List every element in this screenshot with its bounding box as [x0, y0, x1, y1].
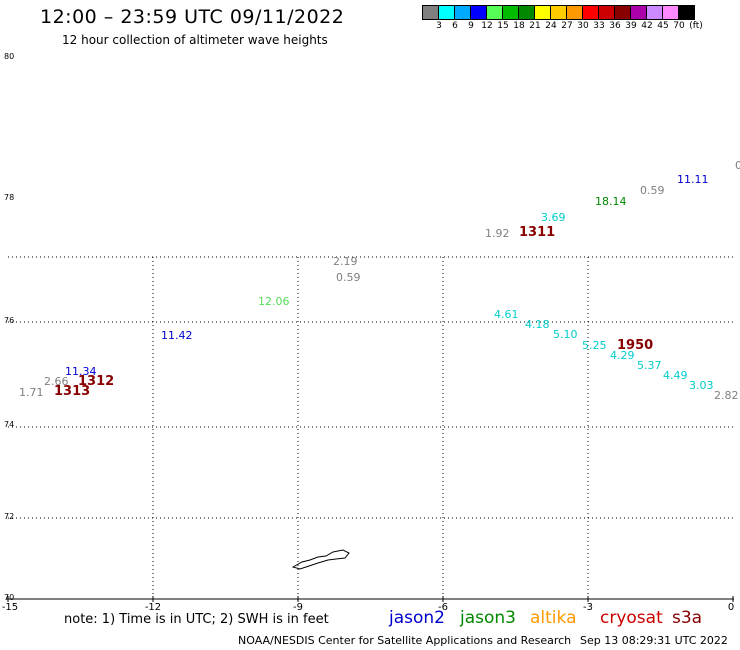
wave-height-label: 0 — [735, 159, 740, 172]
scale-label: 33 — [593, 21, 605, 31]
lon-label: -3 — [583, 602, 593, 613]
scale-label: 21 — [529, 21, 541, 31]
wave-height-label: 1.92 — [485, 227, 510, 240]
lat-label: 70 — [4, 593, 15, 602]
scale-label: 27 — [561, 21, 573, 31]
satellite-legend-jason2: jason2 — [389, 608, 445, 628]
wave-height-label: 1.71 — [19, 386, 44, 399]
wave-height-label: 2.19 — [333, 255, 358, 268]
scale-label: 45 — [657, 21, 669, 31]
satellite-legend-cryosat: cryosat — [600, 608, 663, 628]
wave-height-label: 2.82 — [714, 389, 739, 402]
scale-label: 24 — [545, 21, 557, 31]
scale-label: (ft) — [689, 21, 703, 31]
scale-label: 9 — [468, 21, 474, 31]
wave-height-label: 5.37 — [637, 359, 662, 372]
wave-height-label: 5.10 — [553, 328, 578, 341]
generation-timestamp: Sep 13 08:29:31 UTC 2022 — [580, 634, 728, 647]
satellite-legend-jason3: jason3 — [460, 608, 516, 628]
scale-label: 18 — [513, 21, 525, 31]
color-scale — [422, 5, 695, 20]
lon-label: -12 — [144, 602, 162, 613]
scale-label: 15 — [497, 21, 509, 31]
lat-label: 74 — [4, 420, 15, 429]
wave-height-label: 3.69 — [541, 211, 566, 224]
wave-height-label: 4.18 — [525, 318, 550, 331]
wave-height-label: 0.59 — [640, 184, 665, 197]
scale-label: 12 — [481, 21, 493, 31]
wave-height-label: 4.29 — [610, 349, 635, 362]
lat-label: 72 — [4, 512, 15, 521]
wave-height-label: 1950 — [617, 338, 654, 353]
wave-height-label: 1311 — [519, 225, 556, 240]
wave-height-label: 18.14 — [595, 195, 627, 208]
scale-swatch — [678, 5, 695, 20]
lon-label: -15 — [1, 602, 19, 613]
satellite-legend-altika: altika — [530, 608, 577, 628]
wave-height-label: 12.06 — [258, 295, 290, 308]
lat-label: 78 — [4, 193, 15, 202]
wave-height-label: 1312 — [78, 374, 115, 389]
scale-label: 30 — [577, 21, 589, 31]
map-title: 12:00 – 23:59 UTC 09/11/2022 — [40, 6, 345, 28]
lat-label: 76 — [4, 316, 15, 325]
jan-mayen-island-outline — [291, 549, 350, 570]
map-subtitle: 12 hour collection of altimeter wave hei… — [62, 33, 328, 47]
wave-height-label: 3.03 — [689, 379, 714, 392]
scale-label: 70 — [673, 21, 685, 31]
satellite-legend-s3a: s3a — [672, 608, 703, 628]
scale-label: 42 — [641, 21, 653, 31]
scale-label: 3 — [436, 21, 442, 31]
wave-height-label: 1313 — [54, 384, 91, 399]
lon-label: -9 — [293, 602, 303, 613]
scale-label: 6 — [452, 21, 458, 31]
scale-label: 39 — [625, 21, 637, 31]
credit-line: NOAA/NESDIS Center for Satellite Applica… — [238, 634, 572, 647]
wave-height-label: 11.42 — [161, 329, 193, 342]
lon-label: -6 — [438, 602, 448, 613]
lat-label: 80 — [4, 52, 15, 61]
wave-height-label: 11.34 — [65, 365, 97, 378]
footer-note: note: 1) Time is in UTC; 2) SWH is in fe… — [64, 612, 329, 627]
wave-height-label: 4.61 — [494, 308, 519, 321]
wave-height-label: 2.66 — [44, 375, 69, 388]
wave-height-label: 4.49 — [663, 369, 688, 382]
scale-label: 36 — [609, 21, 621, 31]
lon-label: 0 — [727, 602, 735, 613]
wave-height-label: 5.25 — [582, 339, 607, 352]
wave-height-label: 0.59 — [336, 271, 361, 284]
wave-height-label: 11.11 — [677, 173, 709, 186]
